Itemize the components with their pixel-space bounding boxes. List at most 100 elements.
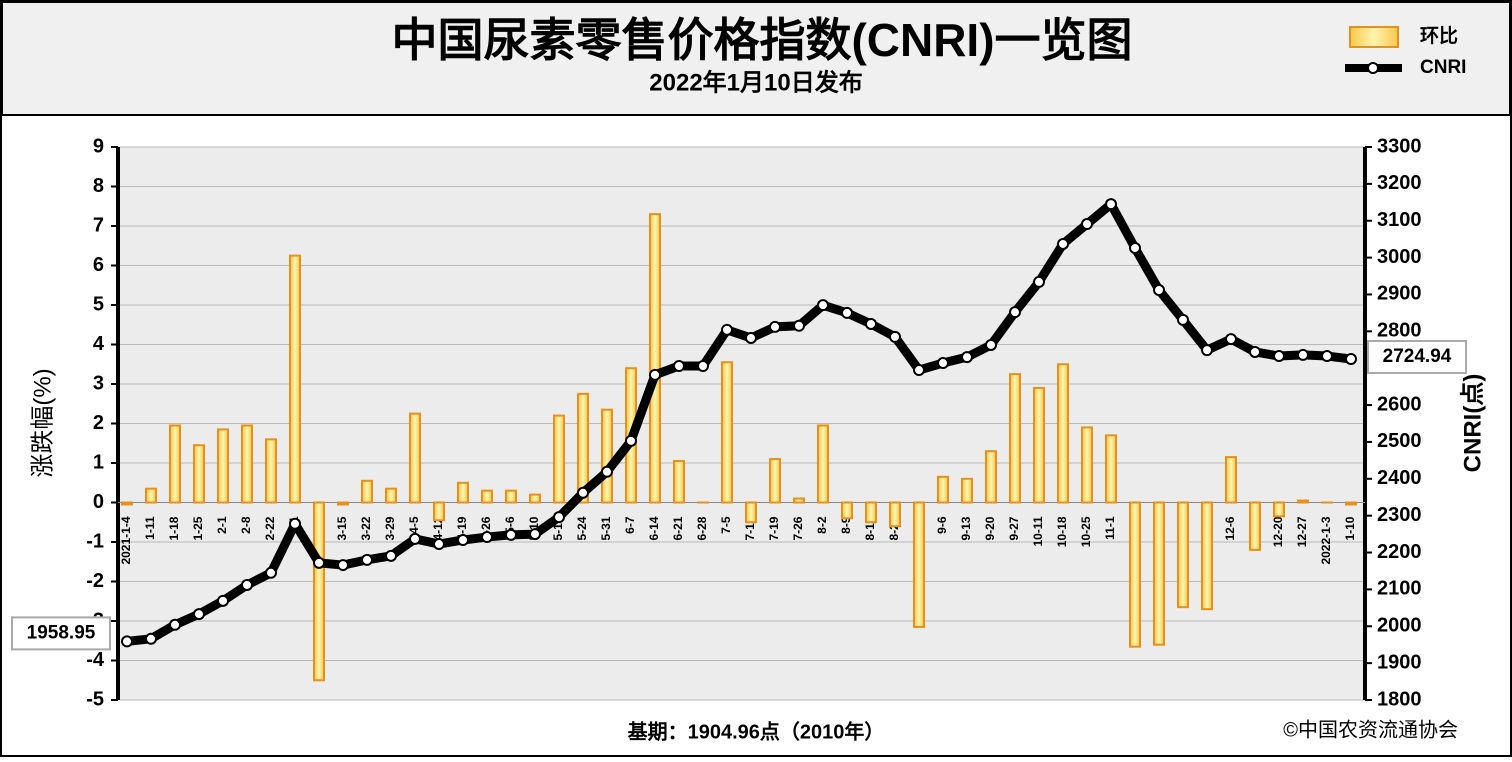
y-tick-label: 2 <box>93 412 104 434</box>
bar <box>1274 503 1284 517</box>
chart-subtitle: 2022年1月10日发布 <box>649 68 862 96</box>
x-tick-label: 2-1 <box>215 516 229 534</box>
bar <box>434 503 444 521</box>
line-point <box>146 634 156 644</box>
line-point <box>914 365 924 375</box>
y-tick-label: 5 <box>93 293 104 315</box>
bar <box>914 503 924 627</box>
bar <box>170 425 180 502</box>
bar <box>362 481 372 503</box>
y2-tick-label: 2200 <box>1377 541 1422 563</box>
y2-tick-label: 2600 <box>1377 393 1422 415</box>
line-point <box>1178 315 1188 325</box>
legend-swatch <box>1350 27 1398 47</box>
line-point <box>1322 351 1332 361</box>
y-tick-label: -1 <box>86 530 104 552</box>
y-tick-label: 1 <box>93 451 104 473</box>
y2-tick-label: 1800 <box>1377 688 1422 710</box>
bar <box>794 499 804 503</box>
x-tick-label: 12-27 <box>1295 516 1309 547</box>
y-tick-label: 0 <box>93 491 104 513</box>
bar <box>1346 503 1356 505</box>
x-tick-label: 7-26 <box>791 516 805 540</box>
bar <box>1106 435 1116 502</box>
y-tick-label: 3 <box>93 372 104 394</box>
chart-title: 中国尿素零售价格指数(CNRI)一览图 <box>391 14 1132 66</box>
bar <box>482 491 492 503</box>
bar <box>1082 427 1092 502</box>
bar <box>1058 364 1068 502</box>
y2-tick-label: 2400 <box>1377 467 1422 489</box>
line-point <box>1154 285 1164 295</box>
y-tick-label: 7 <box>93 214 104 236</box>
bar <box>410 414 420 503</box>
bar <box>1298 501 1308 503</box>
x-tick-label: 7-5 <box>719 516 733 534</box>
line-point <box>1034 277 1044 287</box>
line-point <box>410 534 420 544</box>
y2-tick-label: 3100 <box>1377 209 1422 231</box>
y2-tick-label: 3000 <box>1377 246 1422 268</box>
x-tick-label: 10-25 <box>1079 516 1093 547</box>
bar <box>818 425 828 502</box>
x-tick-label: 12-20 <box>1271 516 1285 547</box>
y2-tick-label: 2000 <box>1377 615 1422 637</box>
bar <box>530 495 540 503</box>
bar <box>602 410 612 503</box>
bar <box>386 489 396 503</box>
line-point <box>362 555 372 565</box>
y2-tick-label: 1900 <box>1377 651 1422 673</box>
bar <box>1226 457 1236 502</box>
y2-tick-label: 2100 <box>1377 578 1422 600</box>
bar <box>314 503 324 681</box>
y-tick-label: 4 <box>93 333 105 355</box>
line-point <box>1130 243 1140 253</box>
bar <box>506 491 516 503</box>
y2-tick-label: 3300 <box>1377 135 1422 157</box>
line-point <box>1226 334 1236 344</box>
legend-label: 环比 <box>1420 25 1458 47</box>
x-tick-label: 2021-1-4 <box>119 516 133 564</box>
bar <box>122 503 132 505</box>
x-tick-label: 3-29 <box>383 516 397 540</box>
x-tick-label: 10-11 <box>1031 516 1045 546</box>
bar <box>1034 388 1044 503</box>
x-tick-label: 6-7 <box>623 516 637 534</box>
line-point <box>866 319 876 329</box>
y2-tick-label: 3200 <box>1377 172 1422 194</box>
line-point <box>1346 354 1356 364</box>
line-point <box>890 332 900 342</box>
bar <box>146 489 156 503</box>
footnote: 基期：1904.96点（2010年） <box>628 719 885 743</box>
line-point <box>218 596 228 606</box>
bar <box>1202 503 1212 610</box>
x-tick-label: 9-20 <box>983 516 997 540</box>
x-tick-label: 8-2 <box>815 516 829 534</box>
line-point <box>1250 347 1260 357</box>
bar <box>962 479 972 503</box>
line-point <box>986 340 996 350</box>
bar <box>1130 503 1140 647</box>
line-point <box>1202 345 1212 355</box>
line-point <box>530 529 540 539</box>
x-tick-label: 12-6 <box>1223 516 1237 540</box>
x-tick-label: 5-24 <box>575 516 589 540</box>
x-tick-label: 3-15 <box>335 516 349 540</box>
line-point <box>1274 351 1284 361</box>
y-tick-label: -4 <box>86 649 105 671</box>
line-point <box>122 636 132 646</box>
line-point <box>698 361 708 371</box>
x-tick-label: 1-10 <box>1343 516 1357 540</box>
x-tick-label: 4-5 <box>407 516 421 534</box>
x-tick-label: 6-14 <box>647 516 661 540</box>
x-tick-label: 3-22 <box>359 516 373 540</box>
x-tick-label: 2-22 <box>263 516 277 540</box>
line-point <box>1010 307 1020 317</box>
x-tick-label: 9-27 <box>1007 516 1021 540</box>
y-tick-label: -5 <box>86 688 104 710</box>
x-tick-label: 10-18 <box>1055 516 1069 547</box>
line-point <box>842 308 852 318</box>
bar <box>1154 503 1164 645</box>
bar <box>194 445 204 502</box>
